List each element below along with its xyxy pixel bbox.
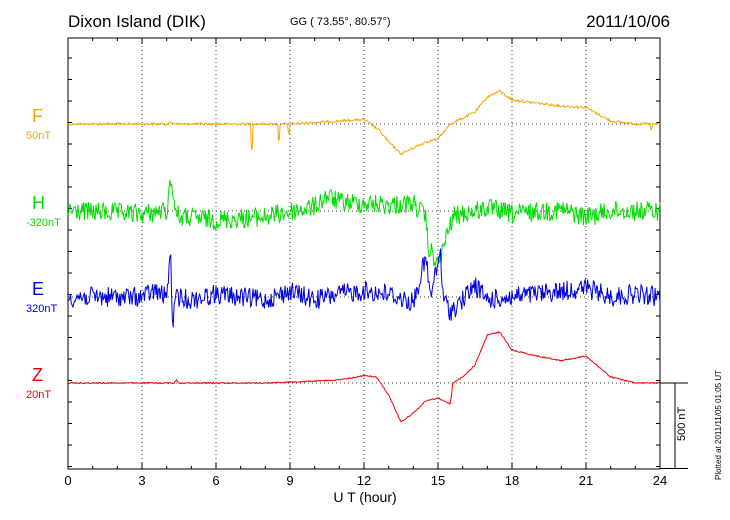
x-axis-title: U T (hour) xyxy=(333,489,397,505)
scale-bar-label: 500 nT xyxy=(676,406,688,441)
series-line-f xyxy=(67,88,661,156)
plot-date: 2011/10/06 xyxy=(586,12,670,31)
x-tick-label: 24 xyxy=(653,473,667,488)
series-base-h: -320nT xyxy=(26,217,61,229)
series-line-h xyxy=(67,179,661,267)
plotted-timestamp: Plotted at 2011/11/05 01:05 UT xyxy=(714,369,723,480)
series-base-z: 20nT xyxy=(26,389,52,401)
x-tick-label: 3 xyxy=(138,473,145,488)
series-label-f: F xyxy=(32,106,43,126)
station-title: Dixon Island (DIK) xyxy=(68,12,206,31)
series-label-e: E xyxy=(32,279,45,299)
series-line-e xyxy=(67,248,661,328)
series-base-f: 50nT xyxy=(26,130,52,142)
x-tick-label: 12 xyxy=(357,473,371,488)
x-tick-label: 21 xyxy=(579,473,593,488)
x-tick-label: 6 xyxy=(212,473,219,488)
x-tick-label: 0 xyxy=(64,473,71,488)
x-tick-label: 9 xyxy=(286,473,293,488)
series-base-e: 320nT xyxy=(26,303,58,315)
series-line-z xyxy=(67,330,661,423)
x-tick-label: 18 xyxy=(505,473,519,488)
x-tick-label: 15 xyxy=(431,473,445,488)
station-coordinates: GG ( 73.55°, 80.57°) xyxy=(290,16,391,28)
series-label-z: Z xyxy=(32,365,43,385)
series-label-h: H xyxy=(32,193,45,213)
